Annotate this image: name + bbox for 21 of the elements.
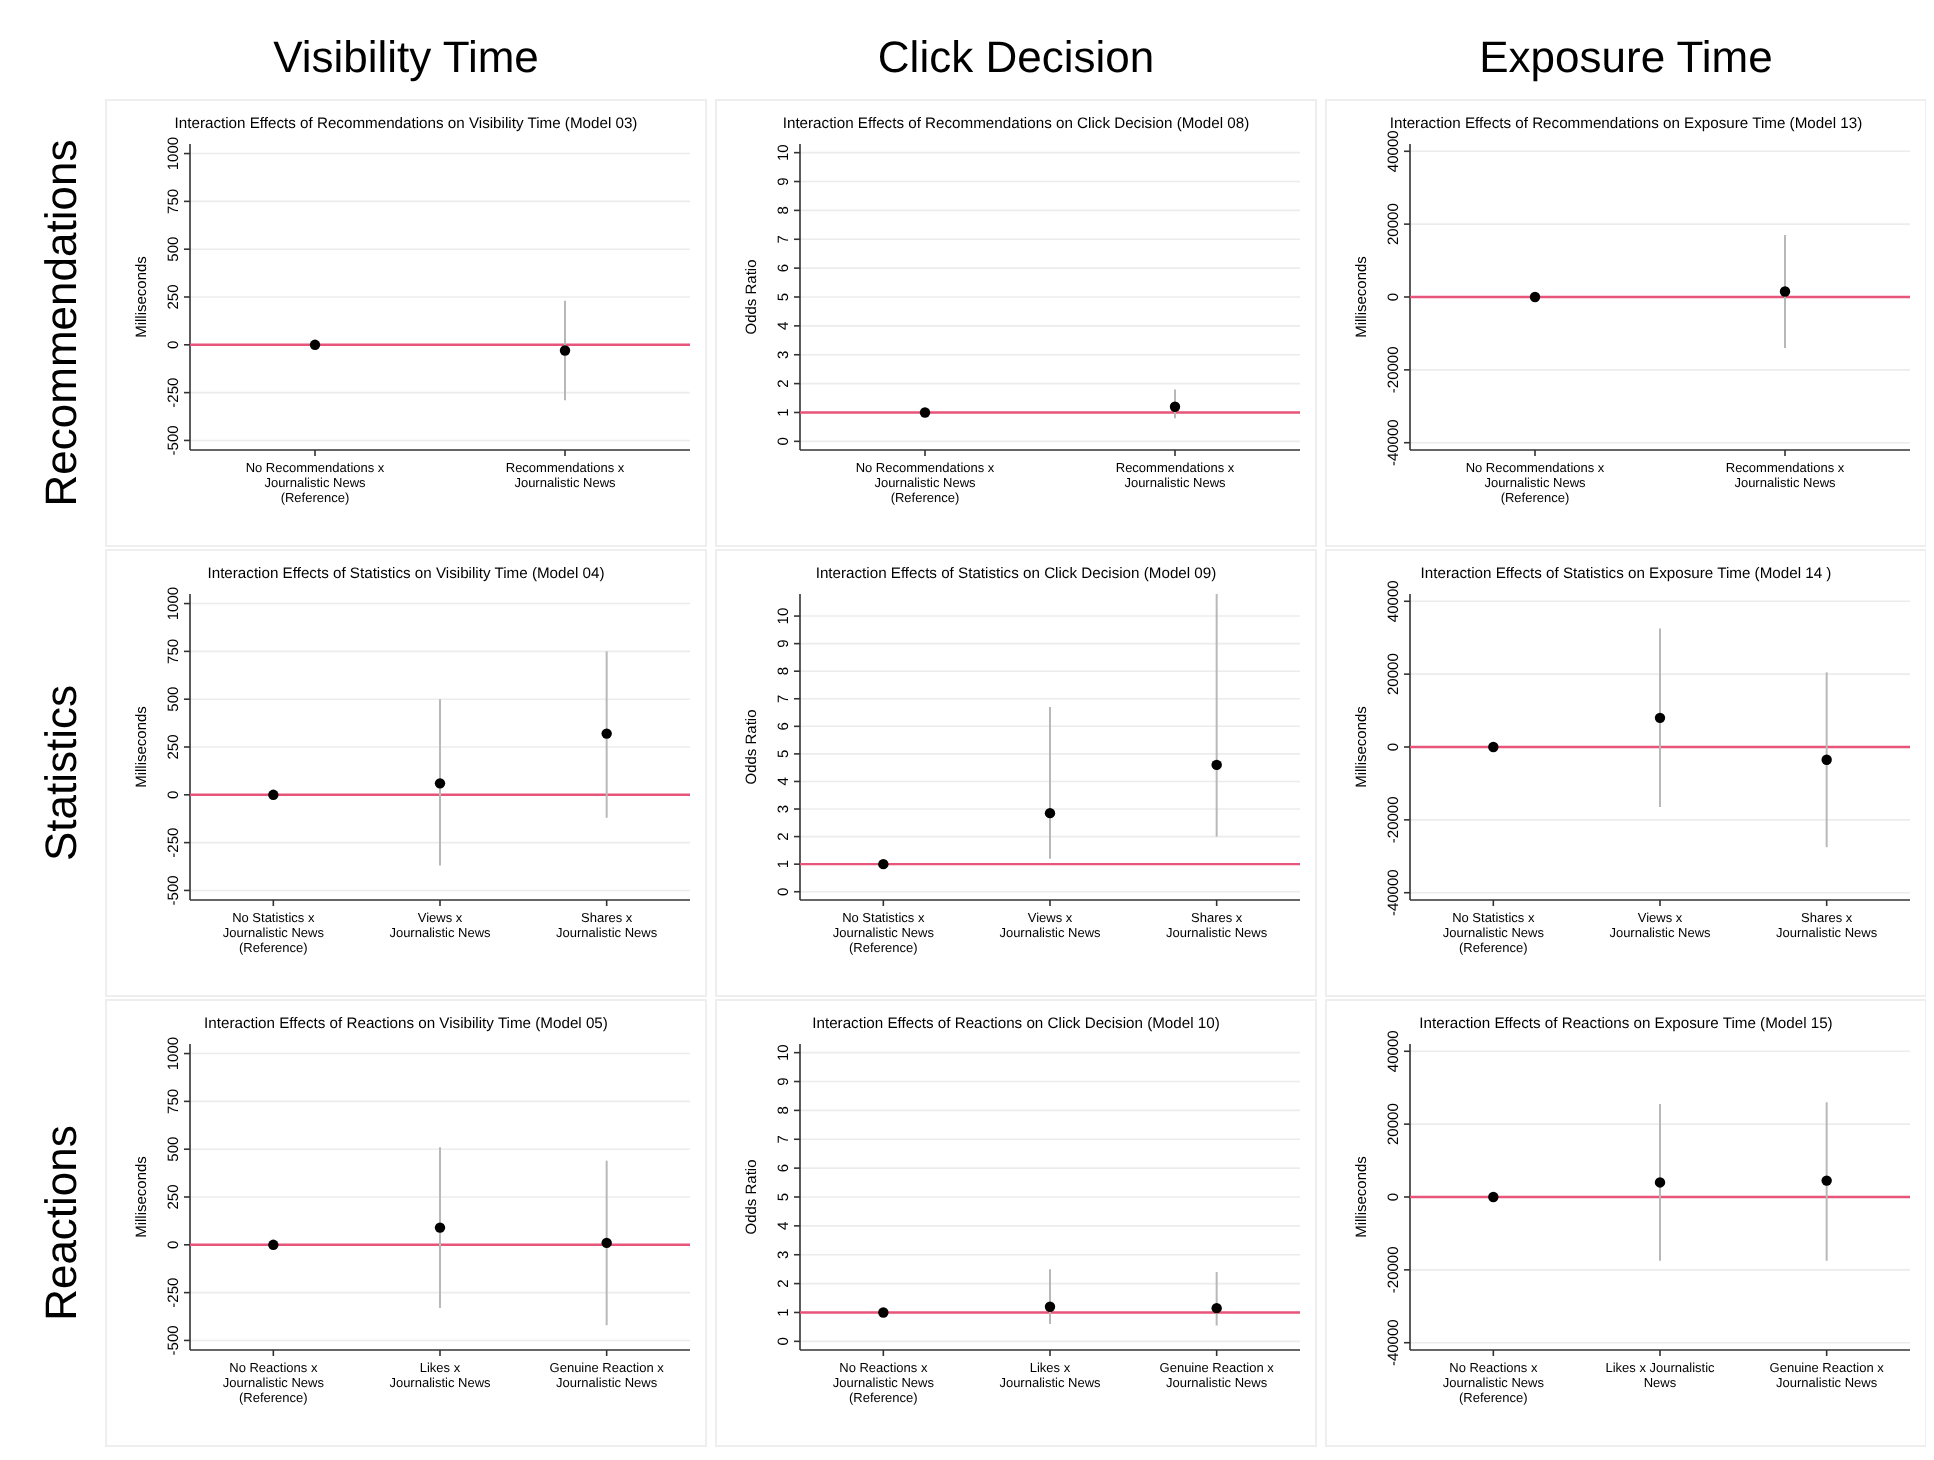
- text: Visibility Time: [273, 32, 539, 82]
- point: [1211, 759, 1222, 771]
- point: [1654, 1177, 1666, 1188]
- text: Click Decision: [877, 32, 1155, 82]
- point: [1488, 741, 1499, 753]
- text: Exposure Time: [1479, 32, 1773, 82]
- point: [1821, 1175, 1832, 1186]
- text: Statistics: [36, 684, 86, 862]
- point: [1044, 807, 1056, 819]
- point: [1821, 754, 1832, 765]
- point: [268, 1239, 279, 1251]
- point: [434, 1222, 446, 1233]
- point: [268, 789, 279, 801]
- text: Recommendations: [36, 139, 86, 507]
- point: [878, 858, 889, 870]
- point: [1488, 1191, 1499, 1203]
- point: [1654, 712, 1666, 724]
- point: [434, 778, 446, 789]
- point: [601, 1237, 612, 1249]
- point: [601, 728, 612, 739]
- text: Reactions: [36, 1125, 86, 1321]
